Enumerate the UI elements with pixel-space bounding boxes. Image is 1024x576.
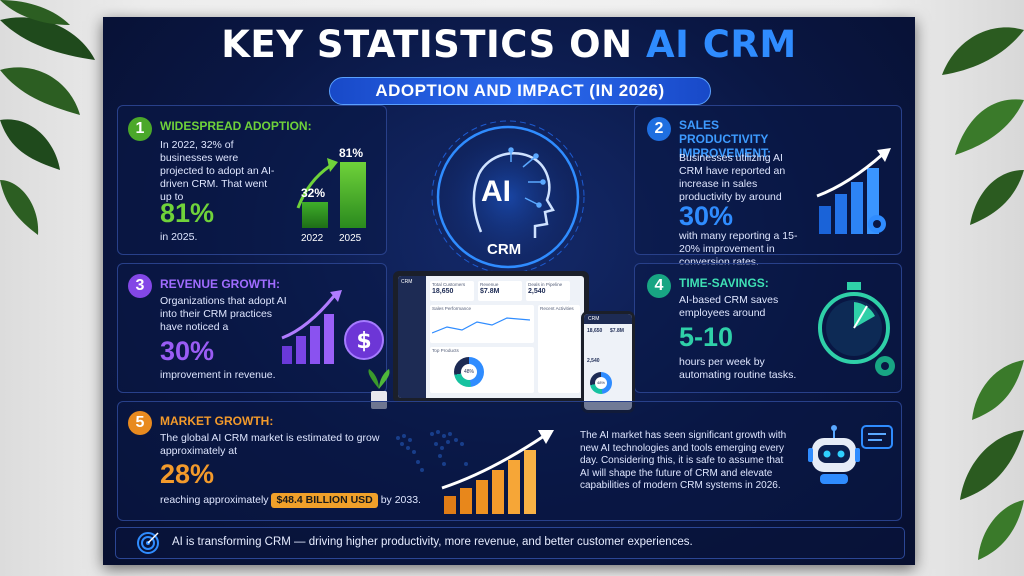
card-title: WIDESPREAD ADOPTION: xyxy=(160,119,312,133)
dashboard-app-name: CRM xyxy=(401,279,413,285)
section-label: Top Products xyxy=(432,348,459,353)
sales-performance-panel: Sales Performance xyxy=(430,305,534,343)
rising-bars-icon xyxy=(816,148,891,234)
card-text: In 2022, 32% of businesses were projecte… xyxy=(160,139,275,203)
card-number: 5 xyxy=(128,411,152,435)
target-icon xyxy=(137,532,159,554)
title-part-1: KEY STATISTICS ON xyxy=(221,23,633,66)
card-revenue: 3 REVENUE GROWTH: Organizations that ado… xyxy=(117,263,387,393)
adoption-bar-2025 xyxy=(340,162,366,228)
stat-value: 18,650 xyxy=(432,288,454,295)
card-title: REVENUE GROWTH: xyxy=(160,277,280,291)
bar-pct-2025: 81% xyxy=(339,146,364,160)
card-number: 1 xyxy=(128,117,152,141)
page-title: KEY STATISTICS ON AI CRM xyxy=(103,23,915,66)
card-text: The global AI CRM market is estimated to… xyxy=(160,432,380,457)
leaf-decoration xyxy=(0,0,95,235)
stat-value: $7.8M xyxy=(480,288,500,295)
dashboard-stat: Deals in Pipeline 2,540 xyxy=(526,281,570,301)
dashboard-stat: Total Customers 18,650 xyxy=(430,281,474,301)
market-value-badge: $48.4 BILLION USD xyxy=(271,493,378,508)
bar-pct-2022: 32% xyxy=(301,186,326,200)
bar-year-2025: 2025 xyxy=(339,233,362,244)
line-graph-icon xyxy=(432,317,531,334)
recent-activities-panel: Recent Activities xyxy=(538,305,580,393)
rising-bars-icon xyxy=(441,430,554,514)
title-part-2: AI CRM xyxy=(646,23,797,66)
card-title: TIME-SAVINGS: xyxy=(679,276,769,290)
card-text: AI-based CRM saves employees around xyxy=(679,294,779,319)
card-productivity: 2 SALES PRODUCTIVITY IMPROVEMENT: Busine… xyxy=(634,105,902,268)
card-after-text: hours per week by automating routine tas… xyxy=(679,356,797,381)
card-after-text: reaching approximately $48.4 BILLION USD… xyxy=(160,493,421,508)
card-highlight: 30% xyxy=(160,336,215,366)
reaching-text: reaching approximately xyxy=(160,494,269,506)
robot-chat-icon xyxy=(808,425,893,484)
card-text: Businesses utilizing AI CRM have reporte… xyxy=(679,152,786,203)
stat-label: Revenue xyxy=(480,282,499,287)
gear-icon xyxy=(868,215,886,233)
stat-label: Total Customers xyxy=(432,282,466,287)
world-map-icon xyxy=(396,430,468,472)
section-label: Recent Activities xyxy=(540,306,574,311)
card-highlight: 30% xyxy=(679,201,734,231)
donut-chart: 48% xyxy=(454,357,484,387)
ai-label: AI xyxy=(481,175,511,208)
phone-stat: 18,650 xyxy=(587,328,603,334)
card-after-text: improvement in revenue. xyxy=(160,369,276,381)
top-products-panel: Top Products 48% xyxy=(430,347,534,393)
footer-banner: AI is transforming CRM — driving higher … xyxy=(115,527,905,559)
card-highlight: 5-10 xyxy=(679,322,734,352)
gear-icon xyxy=(875,356,895,376)
card-after-text: in 2025. xyxy=(160,231,198,243)
phone-stat: $7.8M xyxy=(610,328,624,334)
page-subtitle: ADOPTION AND IMPACT (IN 2026) xyxy=(329,77,711,105)
bar-year-2022: 2022 xyxy=(301,233,324,244)
stopwatch-icon xyxy=(818,282,895,376)
adoption-bar-2022 xyxy=(302,202,328,228)
phone-donut-value: 48% xyxy=(595,377,607,389)
card-highlight: 81% xyxy=(160,198,215,228)
crm-dashboard-laptop: CRM Total Customers 18,650 Revenue $7.8M… xyxy=(393,271,589,403)
card-number: 2 xyxy=(647,117,671,141)
crm-label: CRM xyxy=(487,241,522,258)
adoption-arrow-icon xyxy=(296,158,338,209)
by-year-text: by 2033. xyxy=(380,494,421,506)
card-market-growth: 5 MARKET GROWTH: The global AI CRM marke… xyxy=(117,401,902,521)
rising-bars-icon: $ xyxy=(281,290,384,364)
phone-donut: 48% xyxy=(590,372,612,394)
section-label: Sales Performance xyxy=(432,306,472,311)
card-text: Organizations that adopt AI into their C… xyxy=(160,295,287,333)
svg-text:$: $ xyxy=(356,329,371,354)
dollar-coin-icon xyxy=(344,320,384,360)
dashboard-stat: Revenue $7.8M xyxy=(478,281,522,301)
card-highlight: 28% xyxy=(160,459,215,489)
ai-brain-icon xyxy=(424,113,592,281)
footer-text: AI is transforming CRM — driving higher … xyxy=(172,536,693,548)
card-title: SALES PRODUCTIVITY IMPROVEMENT: xyxy=(679,118,772,160)
donut-value: 48% xyxy=(461,364,477,380)
card-title: MARKET GROWTH: xyxy=(160,414,274,428)
stat-value: 2,540 xyxy=(528,288,546,295)
card-time-savings: 4 TIME-SAVINGS: AI-based CRM saves emplo… xyxy=(634,263,902,393)
leaf-decoration xyxy=(942,27,1024,560)
dashboard-sidebar: CRM xyxy=(398,276,426,398)
infographic-poster: KEY STATISTICS ON AI CRM ADOPTION AND IM… xyxy=(103,17,915,565)
card-number: 4 xyxy=(647,274,671,298)
card-number: 3 xyxy=(128,274,152,298)
crm-phone-mockup: CRM 18,650 $7.8M 2,540 48% xyxy=(581,311,635,413)
card-adoption: 1 WIDESPREAD ADOPTION: In 2022, 32% of b… xyxy=(117,105,387,255)
stat-label: Deals in Pipeline xyxy=(528,282,563,287)
phone-stat: 2,540 xyxy=(587,358,600,364)
phone-app-name: CRM xyxy=(584,314,632,324)
market-side-text: The AI market has seen significant growt… xyxy=(580,430,787,491)
adoption-bar-chart: 32% 81% 2022 2025 xyxy=(278,126,378,248)
